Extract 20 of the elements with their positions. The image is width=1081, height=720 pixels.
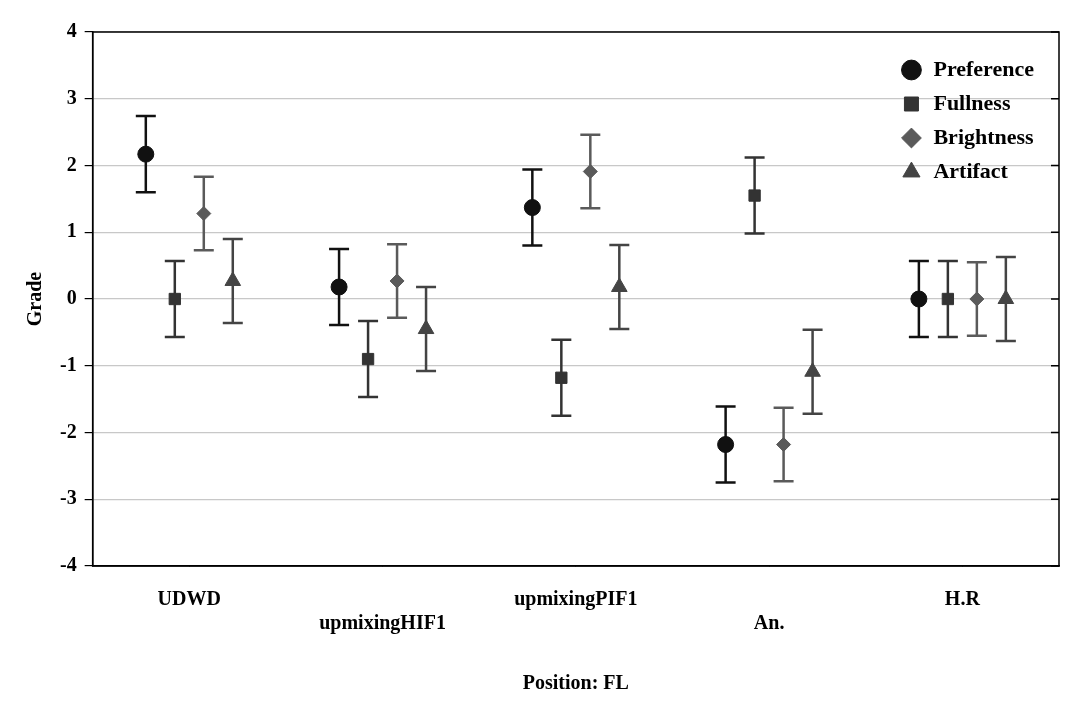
y-tick-label: -1: [59, 352, 77, 375]
y-tick-label: 2: [66, 152, 77, 175]
y-tick-label: -4: [59, 553, 77, 576]
legend-label: Fullness: [933, 89, 1011, 115]
legend-label: Preference: [933, 55, 1035, 81]
x-tick-label: upmixingHIF1: [319, 611, 446, 635]
y-tick-label: 1: [66, 219, 77, 242]
y-tick-label: 4: [66, 19, 77, 42]
y-tick-label: -3: [59, 486, 77, 509]
legend-label: Brightness: [933, 123, 1035, 149]
y-tick-label: -2: [59, 419, 77, 442]
x-tick-label: UDWD: [157, 587, 221, 610]
y-axis-title: Grade: [23, 271, 46, 327]
y-tick-label: 3: [66, 85, 77, 108]
x-tick-label: An.: [753, 611, 785, 634]
x-axis-title: Position: FL: [522, 671, 629, 694]
legend-label: Artifact: [933, 157, 1009, 183]
x-tick-label: upmixingPIF1: [514, 587, 638, 611]
x-tick-label: H.R: [944, 587, 981, 610]
y-tick-label: 0: [66, 286, 77, 309]
